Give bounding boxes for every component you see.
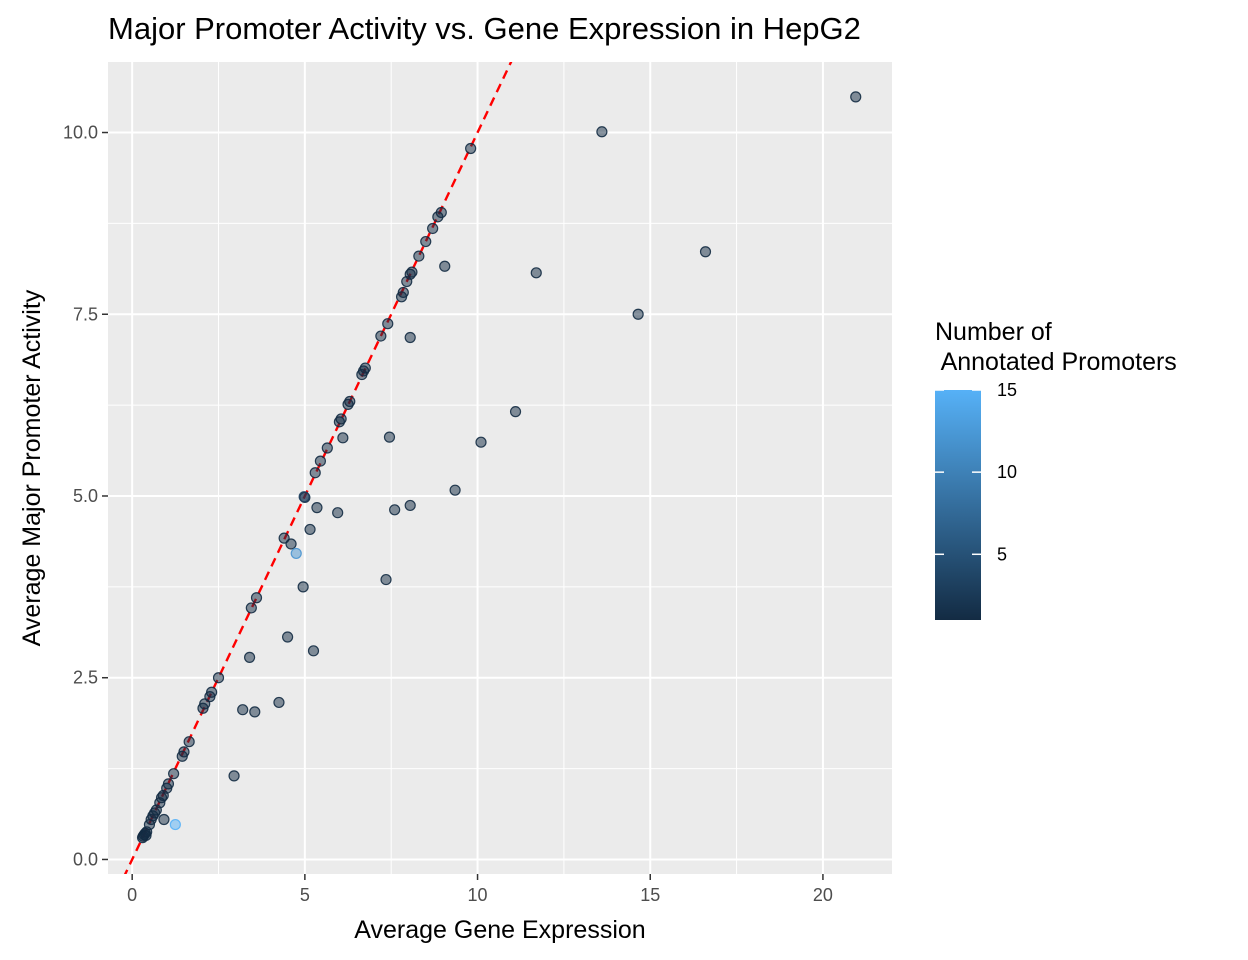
- data-point: [249, 706, 261, 718]
- x-tick-label: 15: [640, 885, 660, 905]
- colorbar: [935, 390, 981, 620]
- data-point: [359, 362, 371, 374]
- colorbar-label: 15: [997, 380, 1017, 400]
- data-point: [212, 672, 225, 684]
- colorbar-ticks: 5 10 15: [935, 380, 1017, 564]
- data-point: [168, 768, 180, 780]
- data-point: [509, 406, 522, 418]
- data-point: [273, 696, 285, 709]
- x-tick-label: 5: [300, 885, 310, 905]
- data-point: [850, 91, 862, 103]
- data-points: [136, 91, 862, 844]
- minor-gridlines: [108, 62, 892, 874]
- data-point: [332, 507, 344, 519]
- data-point: [169, 818, 181, 831]
- data-point: [281, 631, 294, 643]
- data-point: [285, 538, 297, 550]
- data-point: [335, 413, 347, 425]
- data-point: [250, 592, 263, 604]
- x-tick-label: 20: [813, 885, 833, 905]
- y-axis-ticks: 0.0 2.5 5.0 7.5 10.0: [63, 123, 108, 869]
- data-point: [389, 504, 401, 516]
- data-point: [309, 467, 321, 479]
- data-point: [344, 395, 356, 408]
- data-point: [439, 260, 451, 272]
- data-point: [162, 778, 175, 790]
- data-point: [383, 431, 396, 443]
- data-point: [397, 286, 409, 299]
- x-axis-title: Average Gene Expression: [354, 916, 645, 944]
- data-point: [413, 250, 425, 262]
- data-point: [404, 331, 416, 344]
- data-point: [237, 704, 249, 716]
- plot-panel: [108, 62, 892, 874]
- data-point: [435, 206, 447, 219]
- data-point: [307, 645, 320, 657]
- data-point: [632, 308, 644, 320]
- data-point: [183, 736, 195, 748]
- legend-title-line-1: Number of: [935, 318, 1052, 346]
- y-tick-label: 10.0: [63, 123, 98, 143]
- data-point: [406, 266, 418, 278]
- data-point: [158, 813, 170, 826]
- x-tick-label: 10: [468, 885, 488, 905]
- data-point: [244, 651, 256, 663]
- data-point: [380, 573, 392, 586]
- x-axis-ticks: 0 5 10 15 20: [127, 874, 833, 905]
- color-legend: Number of Annotated Promoters 5 10 15: [935, 318, 1177, 620]
- data-point: [449, 484, 461, 496]
- y-tick-label: 2.5: [73, 668, 98, 688]
- data-point: [420, 235, 432, 248]
- y-tick-label: 5.0: [73, 486, 98, 506]
- data-point: [530, 267, 542, 279]
- data-point: [427, 222, 439, 235]
- legend-title-line-2: Annotated Promoters: [935, 348, 1177, 376]
- data-point: [475, 436, 487, 448]
- data-point: [140, 829, 152, 842]
- data-point: [297, 581, 309, 593]
- data-point: [596, 126, 608, 138]
- data-point: [206, 686, 218, 698]
- data-point: [375, 330, 387, 342]
- major-gridlines: [108, 62, 892, 874]
- colorbar-label: 5: [997, 544, 1007, 564]
- data-point: [321, 442, 333, 454]
- data-point: [465, 142, 477, 155]
- colorbar-label: 10: [997, 462, 1017, 482]
- data-point: [298, 491, 310, 503]
- y-axis-title: Average Major Promoter Activity: [18, 289, 46, 646]
- chart-title: Major Promoter Activity vs. Gene Express…: [108, 11, 861, 46]
- data-point: [290, 547, 302, 560]
- data-point: [404, 499, 416, 512]
- data-point: [699, 246, 712, 258]
- y-tick-label: 0.0: [73, 849, 98, 869]
- data-point: [178, 746, 190, 758]
- data-point: [228, 770, 240, 782]
- x-tick-label: 0: [127, 885, 137, 905]
- data-point: [382, 318, 394, 330]
- data-point: [245, 602, 257, 614]
- data-point: [311, 502, 323, 514]
- data-point: [314, 455, 327, 467]
- y-tick-label: 7.5: [73, 304, 98, 324]
- data-point: [304, 523, 316, 536]
- data-point: [337, 432, 349, 444]
